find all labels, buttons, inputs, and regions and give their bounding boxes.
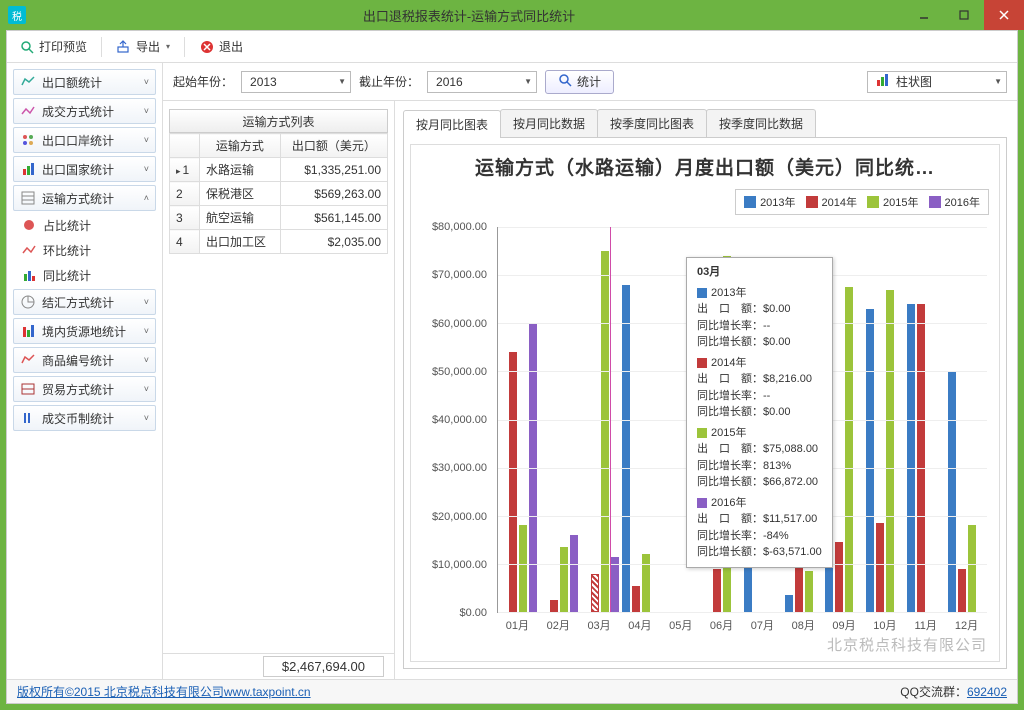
stat-button-label: 统计 <box>577 73 601 90</box>
sidebar-subitem-label: 同比统计 <box>43 267 91 284</box>
chart-panel: 按月同比图表按月同比数据按季度同比图表按季度同比数据 运输方式（水路运输）月度出… <box>395 101 1017 679</box>
sidebar-item[interactable]: 结汇方式统计˅ <box>13 289 156 315</box>
sidebar-subitem-label: 占比统计 <box>43 217 91 234</box>
to-year-combo[interactable]: 2016▼ <box>427 71 537 93</box>
legend-item[interactable]: 2015年 <box>867 194 918 210</box>
sidebar-item[interactable]: 贸易方式统计˅ <box>13 376 156 402</box>
chart-type-combo[interactable]: 柱状图▼ <box>867 71 1007 93</box>
exit-button[interactable]: 退出 <box>193 35 249 58</box>
legend: 2013年 2014年 2015年 2016年 <box>735 189 989 215</box>
sidebar-item[interactable]: 出口口岸统计˅ <box>13 127 156 153</box>
sidebar-item[interactable]: 商品编号统计˅ <box>13 347 156 373</box>
legend-item[interactable]: 2016年 <box>929 194 980 210</box>
sidebar-subitem-label: 环比统计 <box>43 242 91 259</box>
sidebar-item-label: 成交币制统计 <box>42 410 114 427</box>
nav-icon <box>20 132 36 148</box>
sidebar-item-label: 出口额统计 <box>42 74 102 91</box>
chart[interactable]: 运输方式（水路运输）月度出口额（美元）同比统… 2013年2014年2015年2… <box>410 144 1000 662</box>
sub-icon <box>21 242 37 258</box>
print-preview-button[interactable]: 打印预览 <box>13 35 93 58</box>
sidebar-subitem[interactable]: 环比统计 <box>13 239 156 261</box>
sub-icon <box>21 217 37 233</box>
copyright-link[interactable]: 版权所有©2015 北京税点科技有限公司www.taxpoint.cn <box>17 683 311 700</box>
sidebar-item-label: 出口口岸统计 <box>42 132 114 149</box>
sidebar-item[interactable]: 成交币制统计˅ <box>13 405 156 431</box>
export-dropdown-arrow: ▾ <box>166 42 170 51</box>
sub-icon <box>21 267 37 283</box>
tab[interactable]: 按季度同比数据 <box>706 109 816 137</box>
nav-icon <box>20 294 36 310</box>
nav-icon <box>20 103 36 119</box>
sidebar-item[interactable]: 运输方式统计˄ <box>13 185 156 211</box>
export-button[interactable]: 导出 ▾ <box>110 35 176 58</box>
stat-button[interactable]: 统计 <box>545 70 614 94</box>
titlebar: 税 出口退税报表统计-运输方式同比统计 <box>0 0 1024 30</box>
bar-chart-icon <box>876 73 890 90</box>
sidebar-item-label: 成交方式统计 <box>42 103 114 120</box>
from-year-value: 2013 <box>250 75 338 89</box>
sidebar-item-label: 结汇方式统计 <box>42 294 114 311</box>
tab[interactable]: 按月同比数据 <box>500 109 598 137</box>
table-row[interactable]: 1水路运输$1,335,251.00 <box>170 158 388 182</box>
sidebar-subitem[interactable]: 同比统计 <box>13 264 156 286</box>
filter-bar: 起始年份： 2013▼ 截止年份： 2016▼ 统计 柱状图▼ <box>163 63 1017 101</box>
to-year-value: 2016 <box>436 75 524 89</box>
search-icon <box>558 73 572 90</box>
nav-icon <box>20 352 36 368</box>
exit-label: 退出 <box>219 38 243 55</box>
sidebar-item-label: 贸易方式统计 <box>42 381 114 398</box>
from-year-label: 起始年份： <box>173 73 233 90</box>
chart-tooltip: 03月2013年出 口 额：$0.00同比增长率：--同比增长额：$0.0020… <box>686 257 833 568</box>
table-row[interactable]: 2保税港区$569,263.00 <box>170 182 388 206</box>
nav-icon <box>20 381 36 397</box>
sidebar-item[interactable]: 出口额统计˅ <box>13 69 156 95</box>
legend-item[interactable]: 2014年 <box>806 194 857 210</box>
chart-title: 运输方式（水路运输）月度出口额（美元）同比统… <box>411 145 999 184</box>
print-preview-icon <box>19 39 35 55</box>
grand-total: $2,467,694.00 <box>263 656 384 677</box>
minimize-button[interactable] <box>904 0 944 30</box>
maximize-button[interactable] <box>944 0 984 30</box>
window-title: 出口退税报表统计-运输方式同比统计 <box>34 6 904 25</box>
nav-icon <box>20 74 36 90</box>
sidebar-item-label: 境内货源地统计 <box>42 323 126 340</box>
tab[interactable]: 按月同比图表 <box>403 110 501 138</box>
sidebar-item-label: 运输方式统计 <box>42 190 114 207</box>
close-button[interactable] <box>984 0 1024 30</box>
to-year-label: 截止年份： <box>359 73 419 90</box>
table-title: 运输方式列表 <box>169 109 388 133</box>
sidebar-item[interactable]: 出口国家统计˅ <box>13 156 156 182</box>
print-preview-label: 打印预览 <box>39 38 87 55</box>
sidebar-item-label: 商品编号统计 <box>42 352 114 369</box>
table-panel: 运输方式列表 运输方式出口额（美元）1水路运输$1,335,251.002保税港… <box>163 101 395 679</box>
legend-item[interactable]: 2013年 <box>744 194 795 210</box>
watermark: 北京税点科技有限公司 <box>827 634 987 655</box>
sidebar-subitem[interactable]: 占比统计 <box>13 214 156 236</box>
statusbar: 版权所有©2015 北京税点科技有限公司www.taxpoint.cn QQ交流… <box>7 679 1017 703</box>
app-icon: 税 <box>8 6 26 24</box>
table-row[interactable]: 4出口加工区$2,035.00 <box>170 230 388 254</box>
nav-icon <box>20 323 36 339</box>
from-year-combo[interactable]: 2013▼ <box>241 71 351 93</box>
qq-label: QQ交流群： <box>900 683 967 700</box>
sidebar: 出口额统计˅ 成交方式统计˅ 出口口岸统计˅ 出口国家统计˅ 运输方式统计˄ 占比统计环比… <box>7 63 163 679</box>
chart-type-value: 柱状图 <box>896 73 994 90</box>
sidebar-item-label: 出口国家统计 <box>42 161 114 178</box>
data-grid[interactable]: 运输方式出口额（美元）1水路运输$1,335,251.002保税港区$569,2… <box>169 133 388 254</box>
export-icon <box>116 39 132 55</box>
nav-icon <box>20 190 36 206</box>
table-row[interactable]: 3航空运输$561,145.00 <box>170 206 388 230</box>
nav-icon <box>20 161 36 177</box>
nav-icon <box>20 410 36 426</box>
tabs: 按月同比图表按月同比数据按季度同比图表按季度同比数据 <box>403 109 1007 138</box>
tab[interactable]: 按季度同比图表 <box>597 109 707 137</box>
sidebar-item[interactable]: 成交方式统计˅ <box>13 98 156 124</box>
exit-icon <box>199 39 215 55</box>
toolbar: 打印预览 导出 ▾ 退出 <box>7 31 1017 63</box>
export-label: 导出 <box>136 38 160 55</box>
qq-link[interactable]: 692402 <box>967 685 1007 699</box>
sidebar-item[interactable]: 境内货源地统计˅ <box>13 318 156 344</box>
